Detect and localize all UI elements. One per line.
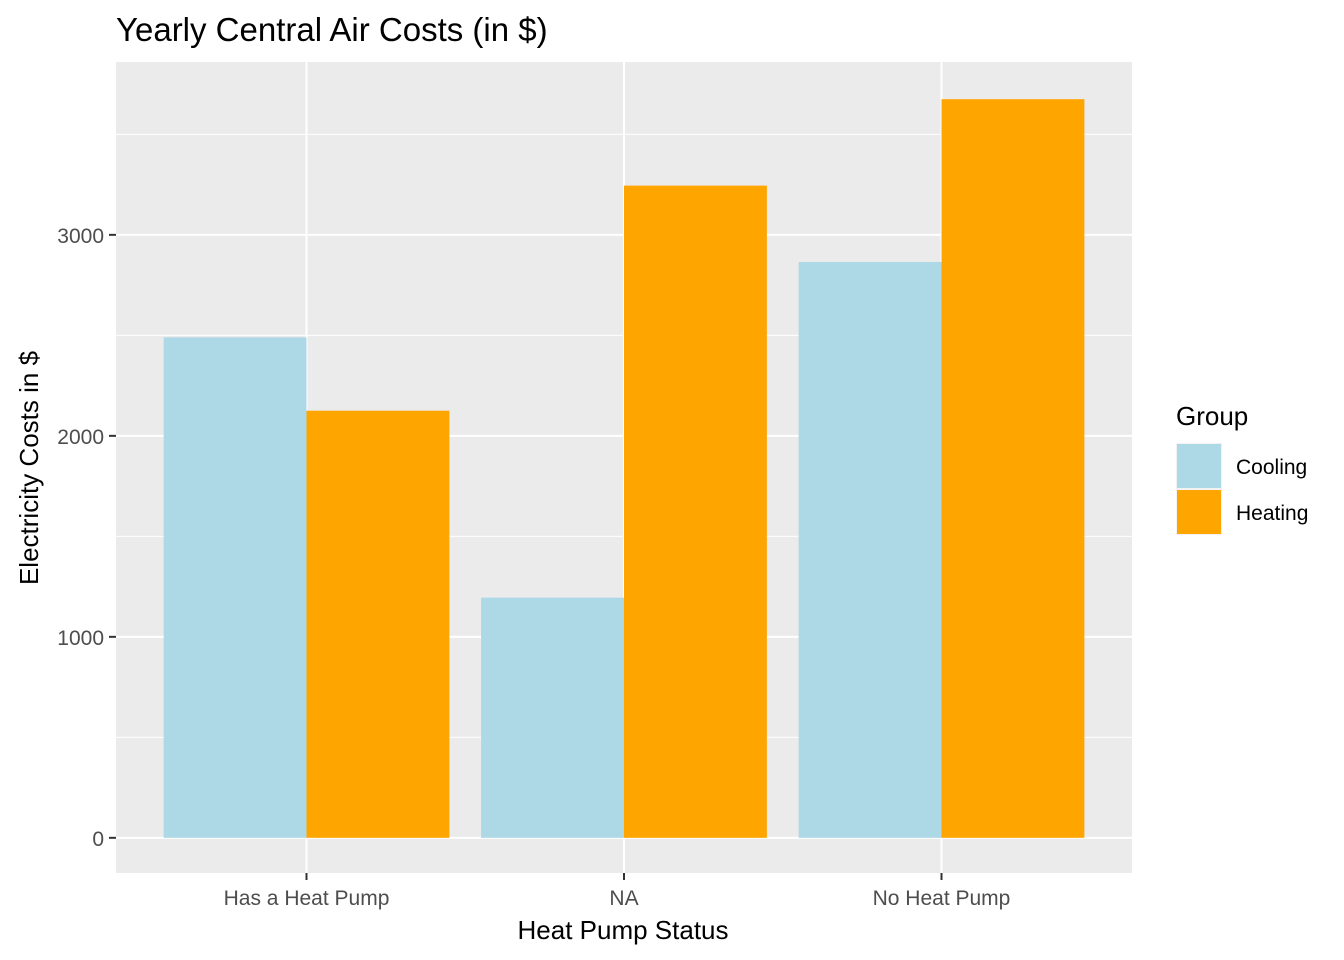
x-tick-label: No Heat Pump xyxy=(873,887,1011,910)
bars xyxy=(163,99,1085,838)
legend-key-cooling xyxy=(1177,444,1221,488)
y-axis-title: Electricity Costs in $ xyxy=(14,350,44,585)
y-tick-label: 3000 xyxy=(57,225,104,248)
bar-cooling-no-heat-pump xyxy=(798,261,942,838)
legend-label-heating: Heating xyxy=(1236,502,1308,525)
y-tick-label: 0 xyxy=(92,828,104,851)
bar-cooling-has-a-heat-pump xyxy=(163,337,307,838)
bar-heating-na xyxy=(624,185,767,838)
bar-heating-no-heat-pump xyxy=(941,99,1085,838)
legend-key-heating xyxy=(1177,490,1221,534)
y-tick-label: 1000 xyxy=(57,627,104,650)
legend-label-cooling: Cooling xyxy=(1236,456,1307,479)
x-axis-title: Heat Pump Status xyxy=(518,915,729,945)
legend-title: Group xyxy=(1176,401,1248,431)
y-tick-label: 2000 xyxy=(57,426,104,449)
y-axis: 0 1000 2000 3000 xyxy=(57,225,116,851)
x-tick-label: Has a Heat Pump xyxy=(224,887,390,910)
legend: Group Cooling Heating xyxy=(1176,401,1308,535)
x-tick-label: NA xyxy=(609,887,638,910)
bar-heating-has-a-heat-pump xyxy=(306,410,450,838)
chart-title: Yearly Central Air Costs (in $) xyxy=(116,11,548,48)
bar-cooling-na xyxy=(481,597,624,838)
x-axis: Has a Heat Pump NA No Heat Pump xyxy=(224,873,1011,910)
